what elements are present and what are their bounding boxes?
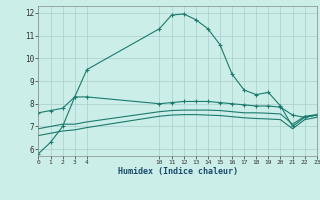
X-axis label: Humidex (Indice chaleur): Humidex (Indice chaleur) (118, 167, 238, 176)
